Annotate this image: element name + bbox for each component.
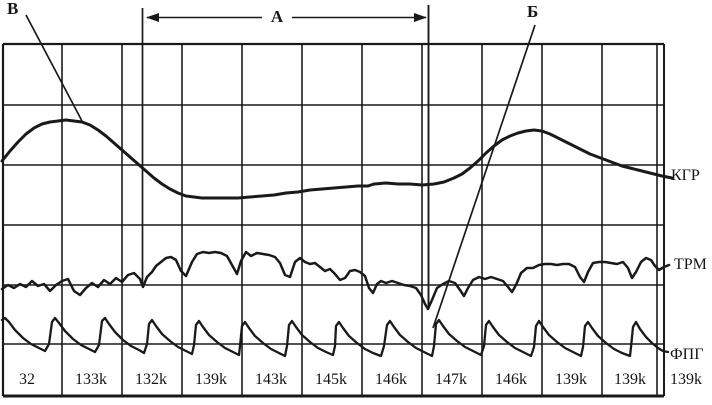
segment-counter-value: 147k [435, 371, 467, 388]
trace-label-kgr: КГР [671, 167, 700, 184]
segment-counter-value: 132k [135, 371, 167, 388]
pointer-label-v: В [7, 0, 19, 18]
segment-counter-value: 139k [614, 371, 646, 388]
trm-trace [0, 250, 671, 311]
segment-counter-value: 143k [255, 371, 287, 388]
segment-counter-value: 145k [315, 371, 347, 388]
interval-label-a: А [270, 7, 284, 26]
fpg-trace [0, 316, 670, 358]
segment-counter-value: 139k [670, 371, 702, 388]
segment-counter-value: 146k [495, 371, 527, 388]
arrowhead-left-icon [146, 13, 159, 22]
segment-counter-value: 133k [75, 371, 107, 388]
segment-counter-value: 139k [195, 371, 227, 388]
segment-counter-value: 139k [555, 371, 587, 388]
segment-counter-value: 146k [375, 371, 407, 388]
pointer-leader-line-v [25, 14, 83, 122]
pointer-label-b: Б [527, 2, 539, 21]
arrowhead-right-icon [414, 13, 427, 22]
trace-label-trm: ТРМ [674, 256, 707, 273]
pointer-leader-line-b [432, 24, 536, 329]
kgr-trace [0, 118, 674, 200]
segment-counter-value: 32 [19, 371, 35, 388]
trace-label-fpg: ФПГ [670, 346, 704, 363]
